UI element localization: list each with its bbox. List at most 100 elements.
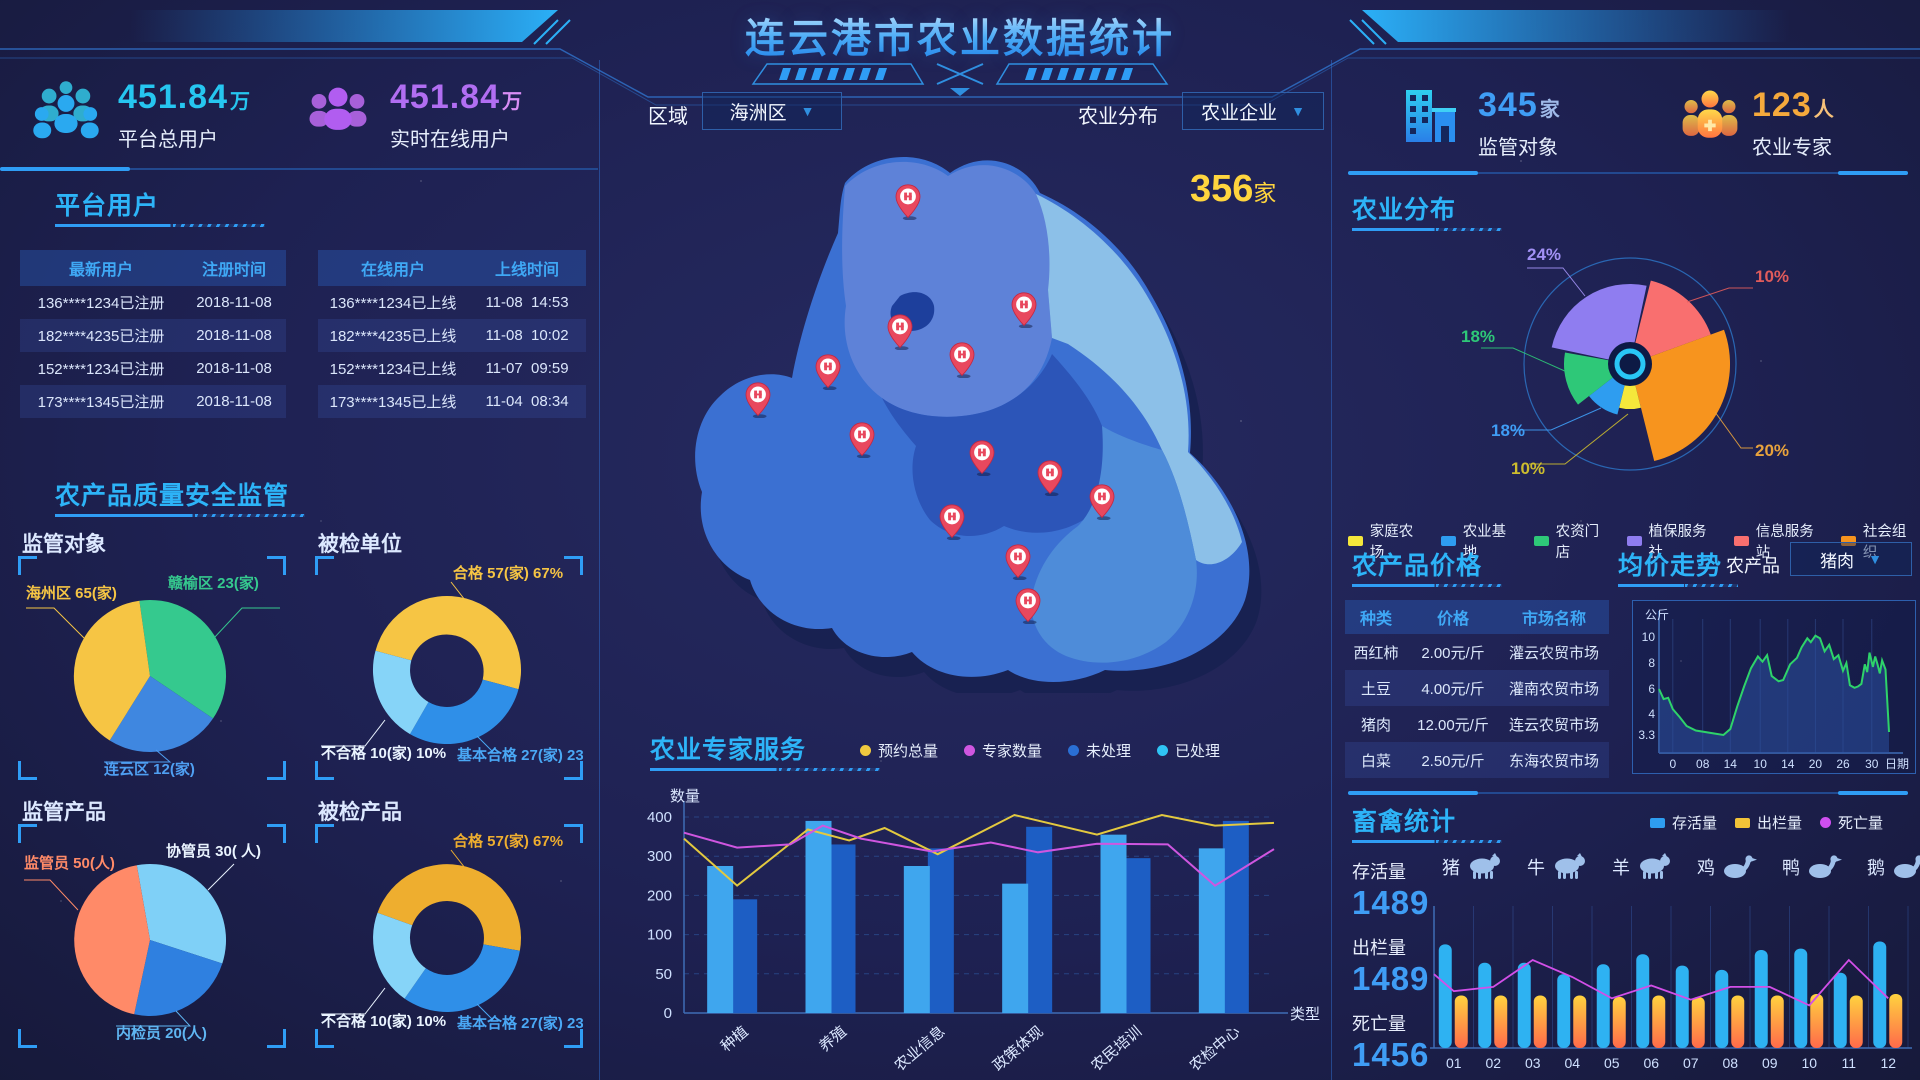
stat-supervised-text: 345 家 监管对象 bbox=[1478, 86, 1560, 160]
legend-item[interactable]: 预约总量 bbox=[860, 740, 938, 761]
legend-item[interactable]: 农业基地 bbox=[1440, 520, 1520, 562]
stat-experts-text: 123 人 农业专家 bbox=[1752, 86, 1834, 160]
table-header: 最新用户 注册时间 bbox=[20, 250, 286, 286]
svg-text:18%: 18% bbox=[1461, 327, 1495, 346]
table-row: 152****1234已注册 2018-11-08 bbox=[37, 360, 272, 378]
svg-text:200: 200 bbox=[647, 887, 672, 904]
legend-swatch bbox=[1068, 745, 1080, 756]
legend-item[interactable]: 信息服务站 bbox=[1733, 520, 1827, 562]
animal-item-bird[interactable]: 鸭 bbox=[1782, 852, 1843, 882]
animal-item-quad[interactable]: 猪 bbox=[1442, 852, 1503, 882]
svg-text:10%: 10% bbox=[1511, 459, 1545, 478]
legend-item[interactable]: 农资门店 bbox=[1533, 520, 1613, 562]
svg-text:05: 05 bbox=[1604, 1055, 1620, 1071]
map-region-northeast[interactable] bbox=[1036, 194, 1242, 565]
legend-item[interactable]: 社会组织 bbox=[1841, 520, 1920, 562]
stat-value: 451.84 bbox=[118, 78, 228, 116]
map-region-southeast[interactable] bbox=[1031, 426, 1197, 663]
legend-label: 社会组织 bbox=[1862, 524, 1907, 561]
register-table: 最新用户 注册时间 136****1234已注册 2018-11-08 182****4… bbox=[20, 250, 286, 418]
table-row: 土豆 4.00元/斤 灌南农贸市场 bbox=[1345, 670, 1609, 706]
animal-bird-icon bbox=[1809, 855, 1842, 878]
left-divider bbox=[0, 167, 598, 171]
map-region-north[interactable] bbox=[842, 161, 1052, 417]
chart-box: 赣榆区 23(家) 连云区 12(家) 海州区 65(家) bbox=[18, 556, 286, 780]
badge-unit: 家 bbox=[1253, 180, 1277, 206]
chart-title-inspected-product: 被检产品 bbox=[318, 801, 402, 824]
stat-unit: 万 bbox=[502, 91, 522, 113]
stat-label: 平台总用户 bbox=[118, 129, 218, 151]
animal-item-quad[interactable]: 牛 bbox=[1527, 852, 1588, 882]
header-frame bbox=[0, 10, 1920, 106]
svg-text:赣榆区 23(家): 赣榆区 23(家) bbox=[168, 574, 259, 592]
legend-item[interactable]: 未处理 bbox=[1068, 740, 1131, 761]
chart-box: 协管员 30( 人) 内检员 20(人) 监管员 50(人) bbox=[18, 824, 286, 1048]
animal-item-quad[interactable]: 羊 bbox=[1612, 852, 1673, 882]
table-row: 152****1234已上线 11-07 09:59 bbox=[329, 360, 569, 378]
legend-item[interactable]: 专家数量 bbox=[964, 740, 1042, 761]
trend-chart-box: 公斤 10 8 6 4 3.3 0 08 14 10 14 20 26 30 日期 bbox=[1632, 600, 1916, 774]
legend-item[interactable]: 植保服务社 bbox=[1626, 520, 1720, 562]
svg-text:协管员 30( 人): 协管员 30( 人) bbox=[166, 842, 261, 860]
svg-text:11: 11 bbox=[1841, 1055, 1856, 1071]
animal-label: 鸭 bbox=[1782, 858, 1800, 878]
distribution-select-value: 农业企业 bbox=[1201, 102, 1278, 124]
livestock-legend: 存活量 出栏量 死亡量 bbox=[1650, 812, 1883, 833]
chart-title-inspected-units: 被检单位 bbox=[318, 533, 402, 556]
legend-swatch bbox=[1735, 817, 1751, 828]
stat-supervised bbox=[1398, 84, 1462, 153]
animal-selector: 猪 牛 羊 鸡 鸭 鹅 bbox=[1442, 852, 1920, 882]
svg-text:26: 26 bbox=[1836, 757, 1850, 771]
svg-text:20%: 20% bbox=[1755, 441, 1789, 460]
legend-item[interactable]: 死亡量 bbox=[1820, 812, 1883, 833]
stat-unit: 人 bbox=[1813, 99, 1834, 121]
animal-item-bird[interactable]: 鹅 bbox=[1867, 852, 1920, 882]
livestock-stat-dead: 死亡量 1456 bbox=[1352, 1010, 1429, 1074]
distribution-select[interactable]: 农业企业 ▼ bbox=[1182, 92, 1324, 130]
chart-box: 合格 57(家) 67% 基本合格 27(家) 23% 不合格 10(家) 10% bbox=[315, 556, 597, 780]
region-select-value: 海洲区 bbox=[729, 102, 787, 124]
rose-legend: 家庭农场 农业基地 农资门店 植保服务社 信息服务站 社会组织 bbox=[1348, 520, 1920, 562]
animal-item-bird[interactable]: 鸡 bbox=[1697, 852, 1758, 882]
legend-item[interactable]: 存活量 bbox=[1650, 812, 1717, 833]
stat-value: 451.84 bbox=[390, 78, 500, 116]
animal-label: 鹅 bbox=[1867, 858, 1885, 878]
svg-text:14: 14 bbox=[1781, 757, 1795, 771]
animal-quadruped-icon bbox=[1555, 853, 1585, 879]
table-row: 182****4235已上线 11-08 10:02 bbox=[318, 319, 586, 352]
svg-text:基本合格 27(家) 23%: 基本合格 27(家) 23% bbox=[456, 746, 583, 764]
svg-text:8: 8 bbox=[1648, 656, 1655, 670]
building-icon bbox=[1406, 90, 1456, 142]
stat-value: 1489 bbox=[1352, 960, 1430, 997]
section-trend: 均价走势 bbox=[1618, 552, 1723, 580]
region-select[interactable]: 海洲区 ▼ bbox=[702, 92, 842, 130]
region-map bbox=[695, 156, 1262, 693]
animal-bird-icon bbox=[1724, 855, 1757, 878]
pie-supervision-product: 协管员 30( 人) 内检员 20(人) 监管员 50(人) bbox=[24, 842, 261, 1042]
legend-label: 存活量 bbox=[1672, 815, 1718, 832]
svg-text:数量: 数量 bbox=[670, 788, 700, 805]
legend-item[interactable]: 家庭农场 bbox=[1348, 520, 1427, 562]
svg-text:300: 300 bbox=[647, 848, 672, 865]
svg-text:不合格 10(家) 10%: 不合格 10(家) 10% bbox=[321, 1012, 446, 1030]
legend-label: 预约总量 bbox=[878, 743, 939, 760]
page-title: 连云港市农业数据统计 bbox=[0, 6, 1920, 64]
legend-label: 信息服务站 bbox=[1755, 524, 1814, 561]
rose-chart: 24% 10% 20% 10% 18% 18% bbox=[1461, 245, 1789, 478]
section-underline bbox=[1352, 584, 1502, 587]
product-select[interactable]: 猪肉 ▼ bbox=[1790, 542, 1912, 576]
livestock-stat-out: 出栏量 1489 bbox=[1352, 934, 1429, 998]
svg-text:18%: 18% bbox=[1491, 421, 1525, 440]
legend-swatch bbox=[860, 745, 871, 756]
legend-item[interactable]: 已处理 bbox=[1157, 740, 1220, 761]
legend-item[interactable]: 出栏量 bbox=[1735, 812, 1802, 833]
svg-text:01: 01 bbox=[1446, 1055, 1462, 1071]
table-row: 西红柿 2.00元/斤 灌云农贸市场 bbox=[1353, 644, 1599, 662]
header-right-deco bbox=[1362, 10, 1790, 42]
chevron-down-icon: ▼ bbox=[1291, 103, 1305, 119]
svg-text:内检员 20(人): 内检员 20(人) bbox=[116, 1024, 207, 1042]
svg-text:日期: 日期 bbox=[1885, 757, 1909, 771]
map-count-badge: 356家 bbox=[1190, 168, 1276, 211]
legend-swatch bbox=[1348, 536, 1363, 546]
legend-label: 出栏量 bbox=[1757, 815, 1803, 832]
